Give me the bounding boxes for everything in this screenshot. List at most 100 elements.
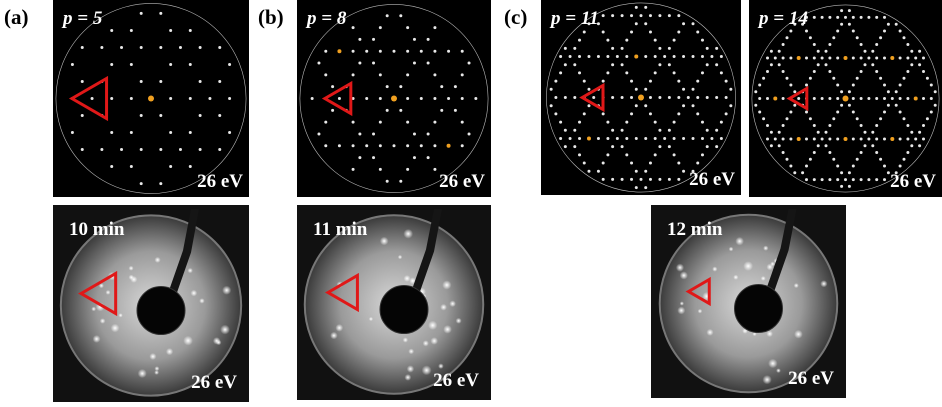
diffraction-spot xyxy=(906,124,909,127)
diffraction-spot xyxy=(658,47,661,50)
diffraction-spot xyxy=(899,83,902,86)
diffraction-spot xyxy=(658,96,661,99)
diffraction-spot xyxy=(867,97,870,100)
diffraction-spot xyxy=(635,22,638,25)
diffraction-spot xyxy=(372,156,375,159)
diffraction-spot xyxy=(813,43,816,46)
diffraction-spot xyxy=(169,29,172,32)
diffraction-spot xyxy=(654,137,657,140)
diffraction-spot xyxy=(832,117,835,120)
diffraction-spot xyxy=(673,121,676,124)
diffraction-spot xyxy=(875,178,878,181)
diffraction-spot xyxy=(110,131,113,134)
diffraction-spot xyxy=(706,63,709,66)
diffraction-spot xyxy=(587,88,590,91)
diffraction-spot xyxy=(836,16,839,19)
diffraction-spot xyxy=(573,145,576,148)
diffraction-spot xyxy=(399,85,402,88)
diffraction-spot xyxy=(616,55,619,58)
diffraction-spot xyxy=(778,131,781,134)
diffraction-spot xyxy=(770,50,773,53)
diffraction-spot xyxy=(926,117,929,120)
diffraction-spot xyxy=(159,182,162,185)
diffraction-spot xyxy=(793,171,796,174)
diffraction-spot xyxy=(895,90,898,93)
photo-spot xyxy=(149,353,156,360)
diffraction-spot xyxy=(856,117,859,120)
photo-spot xyxy=(443,325,452,334)
diffraction-spot xyxy=(789,165,792,168)
diffraction-spot xyxy=(447,50,450,53)
diffraction-spot xyxy=(365,50,368,53)
diffraction-spot xyxy=(587,136,591,140)
diffraction-spot xyxy=(782,97,785,100)
photo-spot xyxy=(216,340,221,345)
diffraction-spot xyxy=(583,80,586,83)
diffraction-spot xyxy=(852,16,855,19)
diffraction-spot xyxy=(578,121,581,124)
diffraction-spot xyxy=(81,148,84,151)
energy-label: 26 eV xyxy=(439,171,485,192)
diffraction-spot xyxy=(365,97,368,100)
diffraction-spot xyxy=(848,23,851,26)
diffraction-spot xyxy=(658,14,661,17)
diffraction-spot xyxy=(840,185,843,188)
diffraction-spot xyxy=(805,56,808,59)
diffraction-spot xyxy=(427,132,430,135)
diffraction-spot xyxy=(611,14,614,17)
diffraction-spot xyxy=(658,178,661,181)
photo-spot xyxy=(729,247,734,252)
diffraction-spot xyxy=(879,36,882,39)
photo-spot xyxy=(220,325,230,335)
energy-label: 26 eV xyxy=(191,372,237,393)
photo-spot xyxy=(154,370,159,375)
diffraction-spot xyxy=(817,63,820,66)
diffraction-spot xyxy=(805,165,808,168)
diffraction-spot xyxy=(352,26,355,29)
diffraction-spot xyxy=(159,148,162,151)
diffraction-spot xyxy=(836,138,839,141)
diffraction-spot xyxy=(766,124,769,127)
diffraction-spot xyxy=(228,131,231,134)
diffraction-spot xyxy=(461,144,464,147)
diffraction-spot xyxy=(658,63,661,66)
photo-spot xyxy=(118,313,122,317)
diffraction-spot xyxy=(324,50,327,53)
diffraction-spot xyxy=(809,158,812,161)
diffraction-spot xyxy=(644,55,647,58)
diffraction-spot xyxy=(337,49,341,53)
diffraction-spot xyxy=(922,138,925,141)
diffraction-spot xyxy=(179,46,182,49)
photo-spot xyxy=(183,336,193,346)
diffraction-spot xyxy=(550,104,553,107)
diffraction-spot xyxy=(934,90,937,93)
diffraction-spot xyxy=(663,137,666,140)
diffraction-spot xyxy=(813,16,816,19)
diffraction-spot xyxy=(420,144,423,147)
diffraction-spot xyxy=(352,168,355,171)
diffraction-spot xyxy=(805,83,808,86)
p-label: p = 5 xyxy=(61,8,103,29)
diffraction-spot xyxy=(71,131,74,134)
diffraction-spot xyxy=(379,121,382,124)
diffraction-spot xyxy=(687,96,690,99)
diffraction-spot xyxy=(573,96,576,99)
diffraction-spot xyxy=(729,88,732,91)
diffraction-spot xyxy=(696,162,699,165)
diffraction-spot xyxy=(677,112,680,115)
diffraction-spot xyxy=(706,145,709,148)
diffraction-spot xyxy=(564,145,567,148)
photo-panel: 11 min26 eV xyxy=(297,205,491,400)
diffraction-spot xyxy=(922,70,925,73)
diffraction-spot xyxy=(793,90,796,93)
diffraction-spot xyxy=(550,88,553,91)
photo-spot xyxy=(820,280,827,287)
diffraction-spot xyxy=(625,71,628,74)
diffraction-spot xyxy=(635,6,638,9)
diffraction-spot xyxy=(860,97,863,100)
diffraction-spot xyxy=(644,22,647,25)
diffraction-spot xyxy=(754,90,757,93)
diffraction-spot xyxy=(836,165,839,168)
diffraction-spot xyxy=(809,36,812,39)
diffraction-spot xyxy=(564,47,567,50)
